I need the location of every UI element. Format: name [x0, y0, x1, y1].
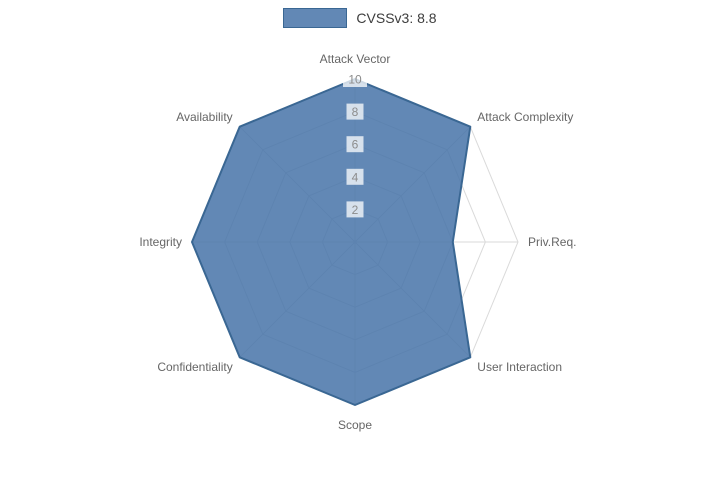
radar-axis-label-priv-req: Priv.Req.: [528, 235, 576, 249]
radar-axis-label-user-interaction: User Interaction: [477, 360, 562, 374]
radar-axis-label-confidentiality: Confidentiality: [157, 360, 232, 374]
radar-tick-label: 2: [352, 203, 359, 217]
radar-tick-backdrop: [343, 71, 367, 87]
radar-tick-backdrop: [346, 103, 364, 120]
legend-swatch: [283, 8, 348, 28]
radar-axis-label-scope: Scope: [338, 418, 372, 432]
radar-tick-backdrop: [346, 201, 364, 218]
radar-tick-backdrop: [346, 168, 364, 185]
radar-tick-label: 6: [352, 138, 359, 152]
chart-legend[interactable]: CVSSv3: 8.8: [0, 8, 720, 28]
radar-axis-label-attack-complexity: Attack Complexity: [477, 110, 573, 124]
radar-data-polygon: [191, 78, 472, 406]
radar-axis-label-attack-vector: Attack Vector: [320, 52, 391, 66]
radar-tick-backdrop: [346, 136, 364, 153]
radar-tick-label: 10: [348, 73, 362, 87]
radar-axis-label-integrity: Integrity: [139, 235, 182, 249]
legend-label: CVSSv3: 8.8: [356, 10, 437, 26]
radar-tick-label: 8: [352, 105, 359, 119]
radar-axis-label-availability: Availability: [176, 110, 232, 124]
radar-tick-label: 4: [352, 170, 359, 184]
